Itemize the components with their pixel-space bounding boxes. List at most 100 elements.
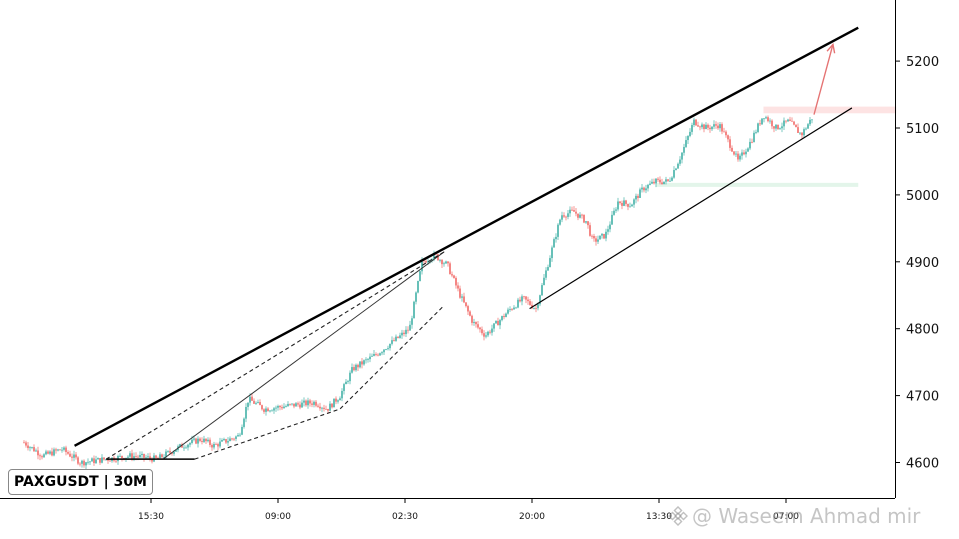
candle-body — [555, 236, 557, 240]
candle-body — [355, 364, 357, 371]
candle-body — [753, 132, 755, 143]
candle-body — [805, 128, 807, 130]
candle-body — [439, 259, 441, 261]
candle-body — [521, 296, 523, 302]
candle-body — [259, 402, 261, 406]
candle-body — [575, 211, 577, 214]
candle-body — [275, 407, 277, 409]
candle-body — [107, 459, 109, 461]
candle-body — [447, 261, 449, 264]
candle-body — [467, 306, 469, 312]
candle-body — [795, 124, 797, 128]
candle-body — [733, 151, 735, 155]
candle-body — [553, 239, 555, 248]
candle-body — [99, 458, 101, 463]
candle-body — [345, 381, 347, 385]
support-zone — [656, 182, 859, 187]
candle-body — [289, 403, 291, 405]
candle-body — [571, 209, 573, 211]
candle-body — [681, 152, 683, 160]
candle-body — [711, 126, 713, 130]
candle-body — [371, 355, 373, 357]
candle-body — [653, 181, 655, 184]
candle-body — [701, 124, 703, 128]
candle-body — [565, 216, 567, 218]
candle-body — [45, 451, 47, 455]
candle-body — [683, 146, 685, 153]
candle-body — [577, 213, 579, 218]
candle-body — [333, 398, 335, 408]
candle-body — [607, 229, 609, 232]
candle-body — [765, 117, 767, 119]
candle-body — [455, 277, 457, 286]
candle-body — [87, 461, 89, 463]
candle-body — [135, 456, 137, 457]
candle-body — [167, 450, 169, 452]
candle-body — [629, 206, 631, 208]
y-axis-ticks: 4600 4700 4800 4900 5000 5100 5200 — [895, 55, 939, 472]
candle-body — [735, 153, 737, 155]
candle-body — [317, 405, 319, 407]
candle-body — [255, 402, 257, 404]
candle-body — [325, 408, 327, 410]
candle-body — [651, 181, 653, 184]
candle-body — [511, 309, 513, 310]
candle-body — [77, 457, 79, 464]
candle-body — [595, 238, 597, 242]
candle-body — [429, 260, 431, 262]
candle-body — [155, 455, 157, 458]
candle-body — [621, 203, 623, 206]
candle-body — [471, 315, 473, 323]
candle-body — [545, 270, 547, 278]
candle-body — [551, 247, 553, 259]
candle-body — [205, 438, 207, 442]
candle-body — [625, 200, 627, 204]
candle-body — [145, 457, 147, 459]
candle-body — [443, 263, 445, 265]
candle-body — [227, 441, 229, 443]
candle-body — [543, 277, 545, 286]
candle-body — [367, 359, 369, 360]
candle-body — [759, 123, 761, 125]
candle-body — [613, 210, 615, 215]
candle-body — [365, 359, 367, 361]
candle-body — [69, 453, 71, 457]
candle-body — [53, 449, 55, 456]
candle-body — [431, 259, 433, 261]
candle-body — [783, 120, 785, 127]
candle-body — [771, 120, 773, 127]
candle-body — [409, 324, 411, 331]
candle-body — [785, 120, 787, 122]
candle-body — [533, 308, 535, 309]
candle-body — [731, 147, 733, 152]
candle-body — [503, 316, 505, 318]
candle-body — [587, 221, 589, 226]
candle-body — [675, 168, 677, 171]
candle-body — [567, 213, 569, 217]
candle-body — [263, 409, 265, 412]
candle-body — [729, 139, 731, 148]
candle-body — [743, 152, 745, 155]
candle-body — [801, 132, 803, 136]
candle-body — [23, 442, 25, 444]
dashed-wedge-line — [105, 251, 445, 460]
candle-body — [225, 439, 227, 443]
candle-body — [583, 215, 585, 223]
candle-body — [323, 407, 325, 409]
candle-body — [789, 119, 791, 121]
candle-body — [725, 131, 727, 136]
candle-body — [807, 124, 809, 129]
candle-body — [569, 209, 571, 214]
candle-body — [603, 233, 605, 239]
candle-body — [797, 127, 799, 133]
candle-body — [341, 390, 343, 399]
candle-body — [139, 455, 141, 458]
candle-body — [169, 450, 171, 453]
candle-body — [245, 406, 247, 419]
candle-body — [581, 214, 583, 216]
candle-body — [781, 126, 783, 129]
candle-body — [95, 459, 97, 464]
candle-body — [115, 460, 117, 462]
candle-body — [585, 221, 587, 223]
candle-body — [335, 398, 337, 402]
